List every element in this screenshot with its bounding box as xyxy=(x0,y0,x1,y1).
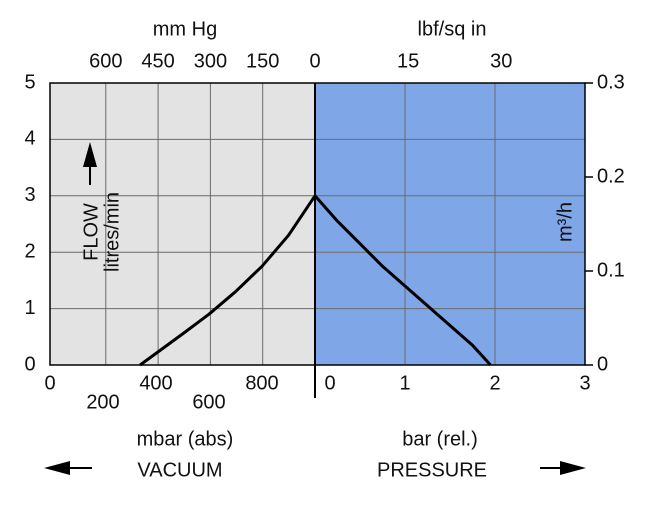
top-tick-label: 0 xyxy=(309,50,320,72)
plot-frame xyxy=(49,82,586,366)
top-tick-label: 600 xyxy=(89,50,122,72)
top-tick-label: 30 xyxy=(490,50,512,72)
y2-tick-label: 0.3 xyxy=(597,71,625,93)
x-tick-label: 400 xyxy=(139,372,172,394)
x-tick-label: 200 xyxy=(86,391,119,413)
flow-line xyxy=(313,194,492,367)
x-axis-label: bar (rel.) xyxy=(402,428,478,450)
y2-tick-label: 0 xyxy=(597,353,608,375)
x-tick-label: 3 xyxy=(579,372,590,394)
x-tick-label: 0 xyxy=(324,372,335,394)
side-label: PRESSURE xyxy=(377,459,487,481)
x-axis-label: mbar (abs) xyxy=(137,428,234,450)
top-tick-label: 300 xyxy=(194,50,227,72)
left-arrow xyxy=(44,461,92,475)
y-axis-sublabel: litres/min xyxy=(101,192,123,272)
x-tick-label: 1 xyxy=(399,372,410,394)
y-tick-label: 2 xyxy=(24,240,35,262)
vacuum-region xyxy=(50,83,315,365)
top-axis-label: lbf/sq in xyxy=(418,18,487,40)
y-tick-label: 4 xyxy=(24,128,35,150)
y-axis-label: FLOW xyxy=(80,203,102,261)
y2-tick-label: 0.2 xyxy=(597,165,625,187)
top-tick-label: 15 xyxy=(397,50,419,72)
top-tick-label: 150 xyxy=(246,50,279,72)
y2-axis-label: m³/h xyxy=(554,202,576,242)
x-tick-label: 800 xyxy=(245,372,278,394)
x-tick-label: 2 xyxy=(489,372,500,394)
side-label: VACUUM xyxy=(137,459,222,481)
x-tick-label: 600 xyxy=(192,391,225,413)
y-tick-label: 3 xyxy=(24,184,35,206)
flow-line xyxy=(139,194,317,367)
y-tick-label: 5 xyxy=(24,71,35,93)
pressure-region xyxy=(315,83,585,365)
y-tick-label: 0 xyxy=(24,353,35,375)
y2-tick-label: 0.1 xyxy=(597,259,625,281)
right-arrow xyxy=(540,461,586,475)
top-axis-label: mm Hg xyxy=(153,18,217,40)
top-tick-label: 450 xyxy=(141,50,174,72)
y-tick-label: 1 xyxy=(24,297,35,319)
up-arrow xyxy=(83,142,97,185)
plot-background xyxy=(50,83,585,365)
x-tick-label: 0 xyxy=(44,372,55,394)
